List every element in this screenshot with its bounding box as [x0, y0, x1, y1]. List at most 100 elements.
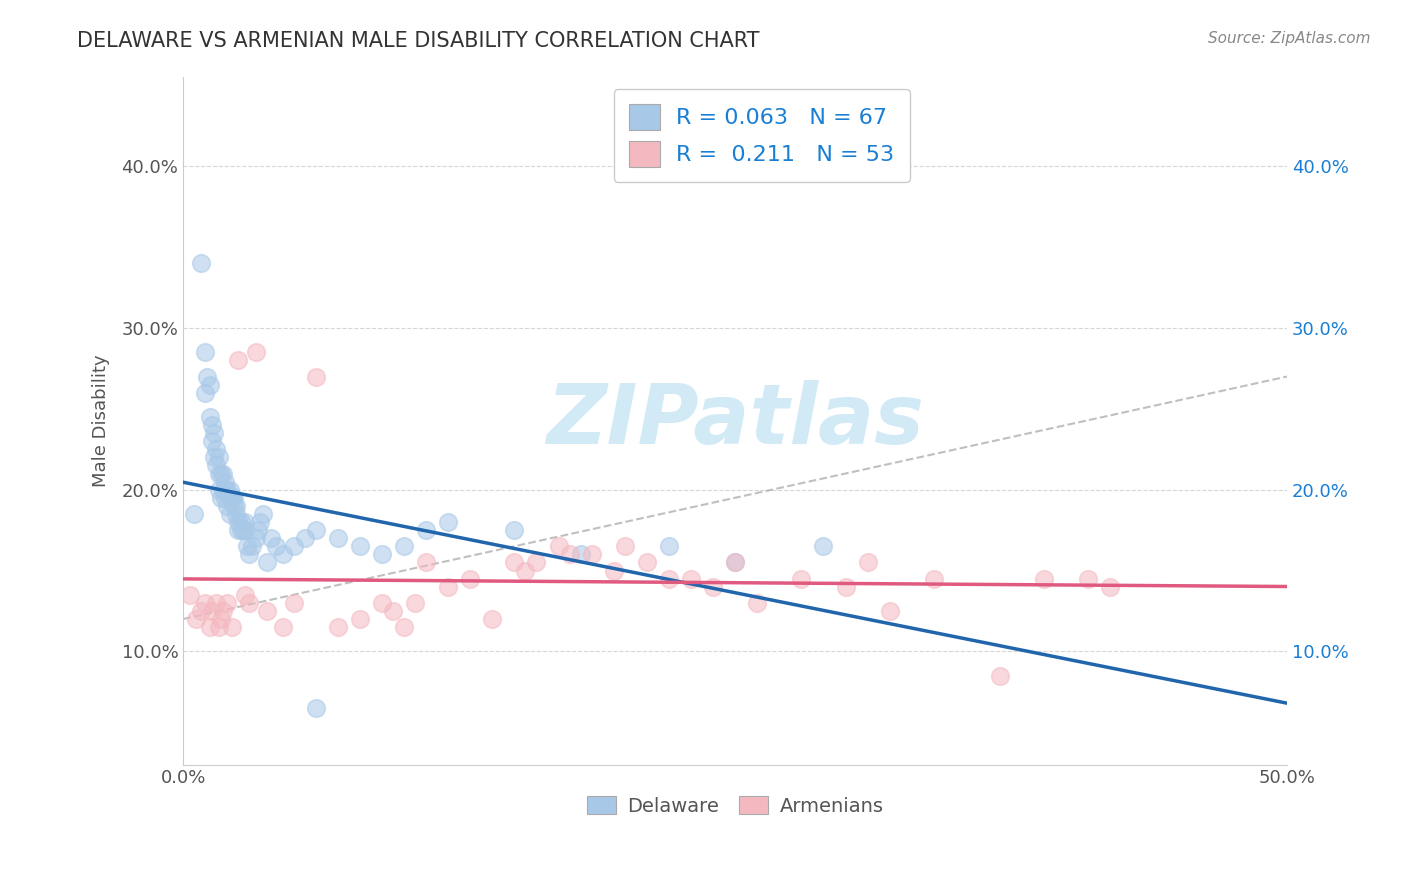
Point	[205, 596, 228, 610]
Point	[209, 467, 232, 481]
Point	[218, 483, 240, 497]
Point	[212, 604, 235, 618]
Point	[371, 596, 394, 610]
Point	[201, 434, 224, 449]
Point	[515, 564, 537, 578]
Point	[1033, 572, 1056, 586]
Point	[222, 491, 245, 505]
Point	[856, 556, 879, 570]
Point	[988, 668, 1011, 682]
Point	[225, 507, 247, 521]
Point	[813, 539, 835, 553]
Point	[212, 467, 235, 481]
Point	[214, 475, 236, 489]
Point	[526, 556, 548, 570]
Point	[190, 256, 212, 270]
Point	[233, 515, 256, 529]
Point	[212, 483, 235, 497]
Point	[415, 523, 437, 537]
Point	[679, 572, 702, 586]
Point	[194, 385, 217, 400]
Point	[225, 499, 247, 513]
Point	[613, 539, 636, 553]
Text: DELAWARE VS ARMENIAN MALE DISABILITY CORRELATION CHART: DELAWARE VS ARMENIAN MALE DISABILITY COR…	[77, 31, 759, 51]
Point	[481, 612, 503, 626]
Point	[658, 572, 681, 586]
Point	[186, 612, 208, 626]
Legend: Delaware, Armenians: Delaware, Armenians	[579, 789, 891, 823]
Point	[392, 539, 415, 553]
Point	[228, 353, 250, 368]
Point	[228, 515, 250, 529]
Point	[202, 450, 225, 465]
Point	[790, 572, 813, 586]
Point	[271, 620, 294, 634]
Point	[503, 523, 526, 537]
Point	[326, 531, 349, 545]
Point	[349, 539, 371, 553]
Point	[349, 612, 371, 626]
Point	[207, 467, 229, 481]
Point	[1077, 572, 1099, 586]
Point	[271, 547, 294, 561]
Point	[205, 458, 228, 473]
Point	[381, 604, 404, 618]
Point	[283, 539, 305, 553]
Point	[179, 588, 201, 602]
Point	[437, 515, 460, 529]
Point	[503, 556, 526, 570]
Point	[218, 507, 240, 521]
Point	[326, 620, 349, 634]
Point	[458, 572, 481, 586]
Point	[183, 507, 205, 521]
Point	[218, 491, 240, 505]
Point	[256, 556, 278, 570]
Point	[197, 369, 219, 384]
Text: ZIPatlas: ZIPatlas	[546, 381, 924, 461]
Point	[229, 523, 252, 537]
Point	[437, 580, 460, 594]
Point	[202, 426, 225, 441]
Point	[569, 547, 592, 561]
Point	[236, 539, 259, 553]
Point	[221, 620, 243, 634]
Point	[724, 556, 747, 570]
Point	[245, 345, 267, 359]
Point	[264, 539, 287, 553]
Point	[217, 499, 239, 513]
Point	[404, 596, 426, 610]
Point	[233, 588, 256, 602]
Point	[256, 604, 278, 618]
Point	[209, 612, 232, 626]
Point	[201, 417, 224, 432]
Text: Source: ZipAtlas.com: Source: ZipAtlas.com	[1208, 31, 1371, 46]
Point	[228, 523, 250, 537]
Point	[201, 604, 224, 618]
Point	[198, 377, 221, 392]
Point	[834, 580, 856, 594]
Point	[879, 604, 901, 618]
Point	[245, 531, 267, 545]
Point	[209, 491, 232, 505]
Point	[415, 556, 437, 570]
Point	[922, 572, 945, 586]
Point	[304, 701, 326, 715]
Point	[214, 491, 236, 505]
Point	[194, 596, 217, 610]
Point	[214, 483, 236, 497]
Point	[260, 531, 283, 545]
Point	[207, 450, 229, 465]
Point	[636, 556, 658, 570]
Point	[252, 507, 274, 521]
Point	[247, 523, 270, 537]
Point	[198, 620, 221, 634]
Point	[217, 483, 239, 497]
Point	[221, 491, 243, 505]
Point	[190, 604, 212, 618]
Point	[221, 491, 243, 505]
Point	[304, 369, 326, 384]
Point	[602, 564, 624, 578]
Point	[283, 596, 305, 610]
Point	[238, 547, 260, 561]
Y-axis label: Male Disability: Male Disability	[93, 355, 110, 487]
